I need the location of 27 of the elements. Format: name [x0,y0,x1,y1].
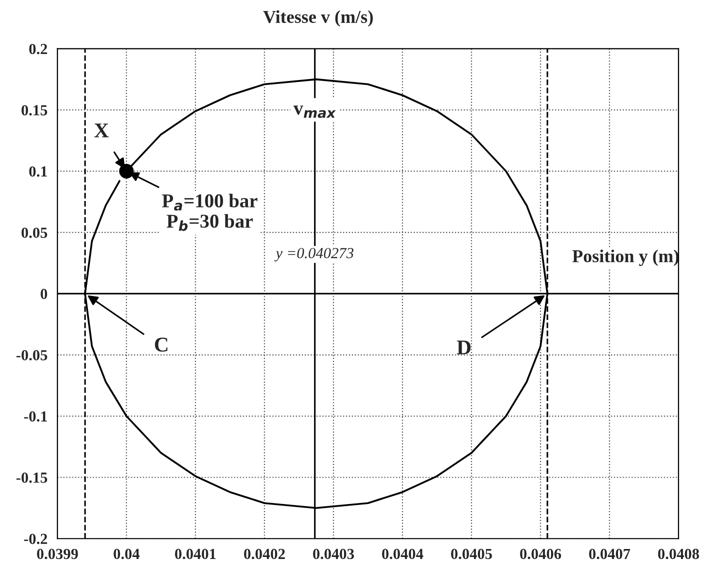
y-tick-label: 0.1 [29,166,47,177]
y-axis-title: Vitesse v (m/s) [263,10,373,27]
y-tick-label: 0.05 [22,228,48,238]
x-tick-label: 0.04 [114,548,140,560]
x-tick-label: 0.0403 [313,548,354,560]
y-tick-label: 0.15 [22,105,48,116]
ref-line-label: y =0.040273 [274,248,354,262]
y-tick-label: -0.05 [16,350,48,360]
x-tick-label: 0.0407 [589,548,630,560]
x-tick-label: 0.0402 [244,548,285,560]
x-tick-label: 0.0401 [175,548,216,560]
x-axis-title: Position y (m) [572,250,679,266]
y-tick-label: -0.15 [16,472,48,483]
y-tick-label: -0.1 [24,411,47,422]
x-tick-label: 0.0408 [658,548,700,560]
y-tick-label: 0 [40,288,48,300]
x-tick-label: 0.0406 [520,548,562,560]
annotation: P$_{a}$=100 bar P$_{b}$=30 bar [162,194,258,231]
annotation: C [154,338,168,352]
x-tick-label: 0.0405 [451,548,492,560]
y-tick-label: -0.2 [24,534,48,544]
annotation: v$_{max}$ [293,106,336,118]
annotation: D [456,340,471,354]
y-tick-label: 0.2 [29,44,48,54]
annotation: X [94,124,109,138]
x-tick-label: 0.0404 [382,548,424,560]
x-tick-label: 0.0399 [37,548,78,560]
